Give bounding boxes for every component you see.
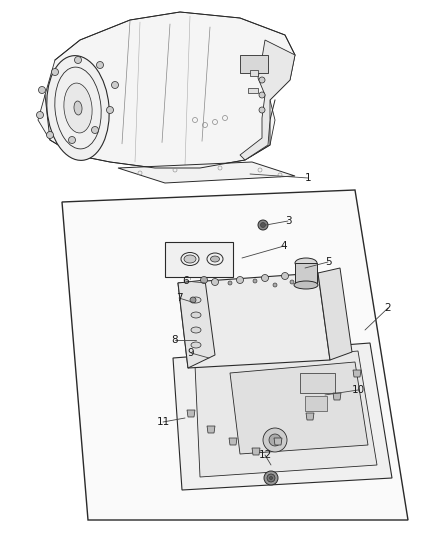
Polygon shape [240,40,295,160]
Text: 11: 11 [156,417,170,427]
Circle shape [112,82,119,88]
Circle shape [253,279,257,283]
Ellipse shape [64,83,92,133]
Bar [165,242,233,277]
Bar [305,396,327,411]
Polygon shape [118,162,295,183]
Polygon shape [230,362,368,454]
Text: 7: 7 [176,293,182,303]
Ellipse shape [47,55,109,160]
Ellipse shape [191,342,201,348]
Ellipse shape [184,255,196,263]
Ellipse shape [191,327,201,333]
Circle shape [258,220,268,230]
Bar [300,373,335,393]
Polygon shape [306,413,314,420]
Circle shape [269,477,272,480]
Polygon shape [229,438,237,445]
Circle shape [39,86,46,93]
Polygon shape [252,448,260,455]
Circle shape [106,107,113,114]
Text: 9: 9 [188,348,194,358]
Polygon shape [295,263,317,285]
Circle shape [190,297,196,303]
Circle shape [212,279,219,286]
Circle shape [201,277,208,284]
Circle shape [36,111,43,118]
Circle shape [263,428,287,452]
Text: 12: 12 [258,450,272,460]
Circle shape [237,277,244,284]
Polygon shape [333,393,341,400]
Circle shape [259,77,265,83]
Ellipse shape [211,256,219,262]
Circle shape [269,434,281,446]
Text: 2: 2 [385,303,391,313]
Polygon shape [173,343,392,490]
Ellipse shape [74,101,82,115]
Circle shape [261,222,265,228]
Text: 10: 10 [351,385,364,395]
Bar [250,70,258,76]
Polygon shape [178,273,330,368]
Bar [248,88,258,93]
Circle shape [74,56,81,63]
Polygon shape [318,268,352,360]
Circle shape [92,126,99,133]
Circle shape [273,283,277,287]
Text: 5: 5 [325,257,331,267]
Polygon shape [187,410,195,417]
Circle shape [46,132,53,139]
Text: 4: 4 [281,241,287,251]
Circle shape [267,474,275,482]
Circle shape [261,274,268,281]
Polygon shape [207,426,215,433]
Ellipse shape [191,312,201,318]
Polygon shape [274,438,282,445]
Bar [240,55,268,73]
Text: 6: 6 [183,276,189,286]
Circle shape [282,272,289,279]
Polygon shape [62,190,408,520]
Text: 8: 8 [172,335,178,345]
Circle shape [96,61,103,69]
Polygon shape [195,351,377,477]
Ellipse shape [294,281,318,289]
Circle shape [52,69,59,76]
Circle shape [259,92,265,98]
Polygon shape [178,280,215,368]
Circle shape [228,281,232,285]
Ellipse shape [191,297,201,303]
Polygon shape [38,12,295,168]
Circle shape [264,471,278,485]
Polygon shape [353,370,361,377]
Circle shape [290,280,294,284]
Circle shape [259,107,265,113]
Circle shape [68,136,75,143]
Ellipse shape [295,258,317,268]
Text: 1: 1 [305,173,311,183]
Text: 3: 3 [285,216,291,226]
